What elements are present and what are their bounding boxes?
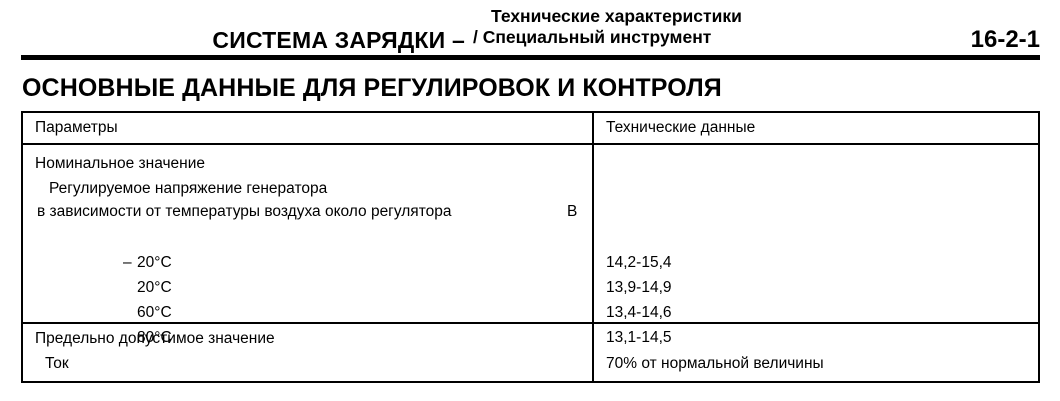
page-header: СИСТЕМА ЗАРЯДКИ – Технические характерис… bbox=[0, 0, 1060, 60]
header-subtitle: Технические характеристики / Специальный… bbox=[473, 6, 913, 48]
table-header-cell-technical-data: Технические данные bbox=[594, 113, 1038, 143]
header-divider-rule bbox=[21, 55, 1040, 60]
page-title: ОСНОВНЫЕ ДАННЫЕ ДЛЯ РЕГУЛИРОВОК И КОНТРО… bbox=[22, 74, 722, 102]
header-subtitle-line1: Технические характеристики bbox=[491, 6, 742, 26]
table-row: Номинальное значение Регулируемое напряж… bbox=[23, 145, 1038, 346]
regulated-voltage-line2: в зависимости от температуры воздуха око… bbox=[37, 203, 452, 220]
limit-parameters-cell: Предельно допустимое значение Ток bbox=[23, 324, 594, 381]
unit-label-volt: В bbox=[567, 203, 578, 220]
nominal-parameters-cell: Номинальное значение Регулируемое напряж… bbox=[23, 145, 594, 346]
temperature-item: 60°C bbox=[123, 300, 172, 325]
temperature-item: 80°C bbox=[123, 325, 172, 350]
page-number: 16-2-1 bbox=[970, 26, 1040, 53]
limit-sub-label-current: Ток bbox=[45, 355, 69, 372]
temperature-list: –20°C 20°C 60°C 80°C bbox=[123, 250, 172, 350]
temperature-value: 80°C bbox=[137, 329, 172, 346]
header-section-title: СИСТЕМА ЗАРЯДКИ – bbox=[212, 27, 465, 53]
table-header-cell-parameters: Параметры bbox=[23, 113, 594, 143]
nominal-heading: Номинальное значение bbox=[35, 155, 206, 172]
table-row: Предельно допустимое значение Ток 70% от… bbox=[23, 324, 1038, 381]
limit-heading: Предельно допустимое значение bbox=[35, 330, 275, 347]
table-header-row: Параметры Технические данные bbox=[23, 113, 1038, 145]
limit-technical-data-cell: 70% от нормальной величины bbox=[594, 324, 1038, 381]
temperature-item: 20°C bbox=[123, 275, 172, 300]
temperature-value: 20°C bbox=[137, 254, 172, 271]
nominal-technical-data-cell: 14,2-15,4 13,9-14,9 13,4-14,6 13,1-14,5 bbox=[594, 145, 1038, 346]
header-subtitle-line2: / Специальный инструмент bbox=[473, 27, 712, 47]
temperature-value: 60°C bbox=[137, 304, 172, 321]
regulated-voltage-line1: Регулируемое напряжение генератора bbox=[49, 180, 328, 197]
column-header-parameters: Параметры bbox=[35, 119, 118, 136]
voltage-range-value: 13,1-14,5 bbox=[606, 329, 672, 346]
voltage-range-value: 14,2-15,4 bbox=[606, 254, 672, 271]
specification-table: Параметры Технические данные Номинальное… bbox=[21, 111, 1040, 383]
column-header-technical-data: Технические данные bbox=[606, 119, 756, 136]
temperature-value: 20°C bbox=[137, 279, 172, 296]
minus-sign: – bbox=[123, 254, 132, 271]
limit-value: 70% от нормальной величины bbox=[606, 355, 824, 372]
temperature-item: –20°C bbox=[123, 250, 172, 275]
voltage-value-list: 14,2-15,4 13,9-14,9 13,4-14,6 13,1-14,5 bbox=[606, 250, 672, 350]
voltage-range-value: 13,9-14,9 bbox=[606, 279, 672, 296]
voltage-range-value: 13,4-14,6 bbox=[606, 304, 672, 321]
